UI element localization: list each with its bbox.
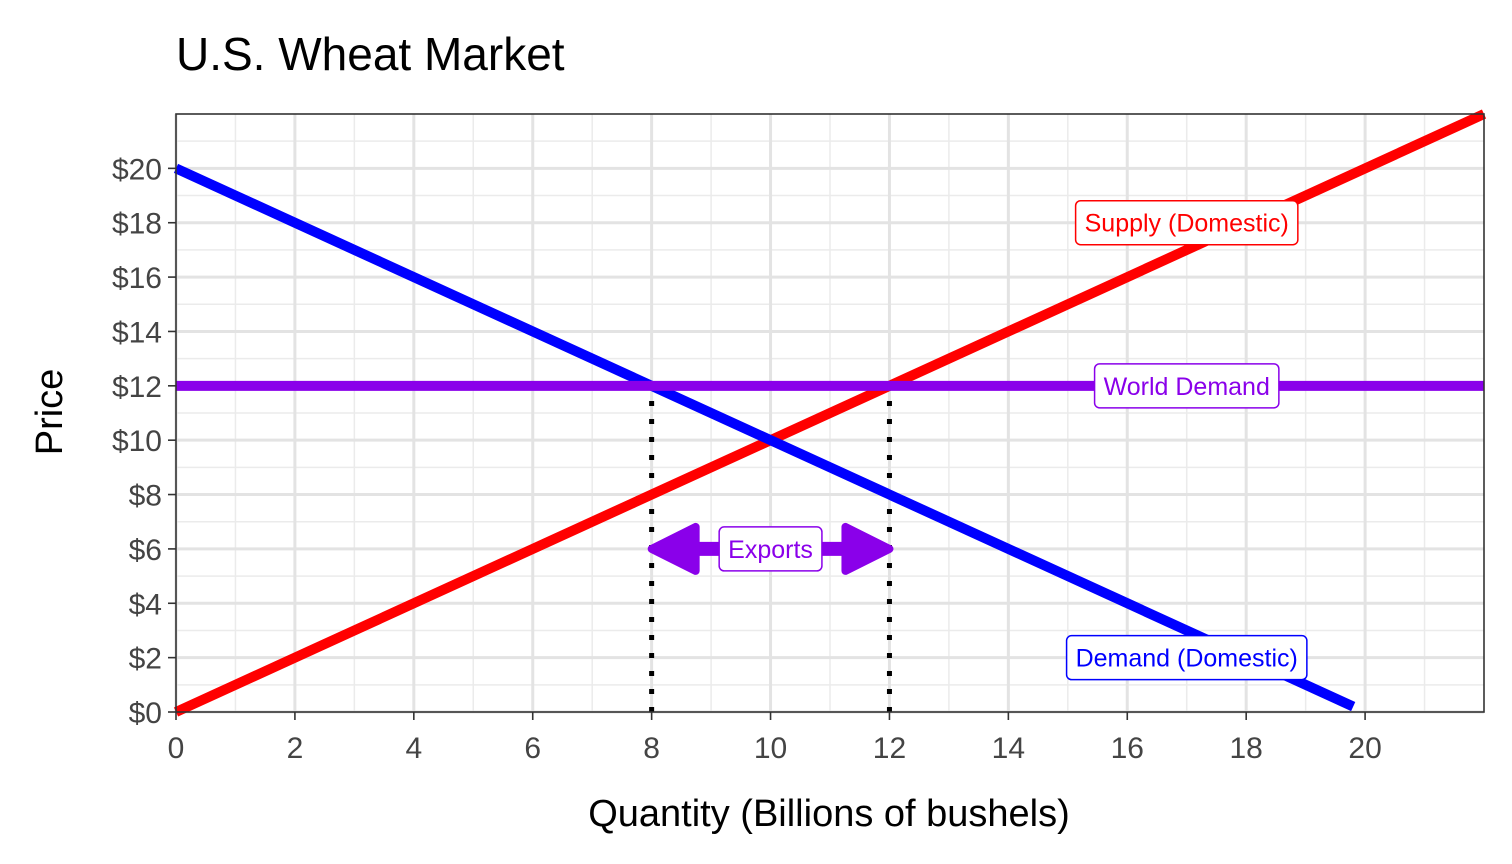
y-tick-label: $0 (129, 697, 162, 730)
x-tick-label: 6 (524, 732, 541, 765)
y-tick-label: $4 (129, 588, 162, 621)
y-tick-label: $8 (129, 480, 162, 513)
demand-line (173, 163, 1356, 712)
x-axis-title: Quantity (Billions of bushels) (588, 793, 1070, 835)
annotation-box (1074, 199, 1299, 246)
annotation-text: Demand (Domestic) (1076, 645, 1298, 673)
annotations: Supply (Domestic) World Demand Exports Dema… (718, 199, 1308, 681)
y-tick-label: $6 (129, 534, 162, 567)
annotation-text: Exports (728, 536, 813, 564)
y-tick-label: $18 (112, 208, 162, 241)
arrow-head-left (647, 522, 700, 575)
annotation-box (1065, 634, 1308, 681)
y-tick-label: $14 (112, 316, 162, 349)
arrow-head-right (841, 522, 894, 575)
y-tick-label: $20 (112, 153, 162, 186)
axes: 0 2 4 6 8 10 12 14 16 18 20 $0 $2 $4 $6 $8 $10 $12 $14 $16 $… (112, 153, 1382, 765)
x-tick-label: 4 (405, 732, 422, 765)
y-tick-label: $2 (129, 643, 162, 676)
annotation-label: Demand (Domestic) (1065, 634, 1308, 681)
x-tick-label: 2 (287, 732, 304, 765)
x-tick-label: 0 (168, 732, 185, 765)
x-tick-label: 14 (992, 732, 1025, 765)
chart-title: U.S. Wheat Market (176, 28, 565, 80)
annotation-text: World Demand (1104, 373, 1270, 401)
annotation-box (718, 526, 823, 572)
annotation-box (1093, 363, 1280, 409)
annotation-text: Supply (Domestic) (1085, 210, 1289, 238)
x-tick-label: 10 (754, 732, 787, 765)
annotation-label: Exports (718, 526, 823, 572)
x-tick-label: 16 (1111, 732, 1144, 765)
x-tick-label: 12 (873, 732, 906, 765)
y-tick-label: $10 (112, 425, 162, 458)
y-axis-title: Price (29, 369, 71, 456)
panel-border (175, 113, 1485, 713)
x-tick-label: 20 (1348, 732, 1381, 765)
y-tick-label: $16 (112, 262, 162, 295)
annotation-label: World Demand (1093, 363, 1280, 409)
annotation-label: Supply (Domestic) (1074, 199, 1299, 246)
y-tick-label: $12 (112, 371, 162, 404)
x-tick-label: 18 (1229, 732, 1262, 765)
x-tick-label: 8 (643, 732, 660, 765)
